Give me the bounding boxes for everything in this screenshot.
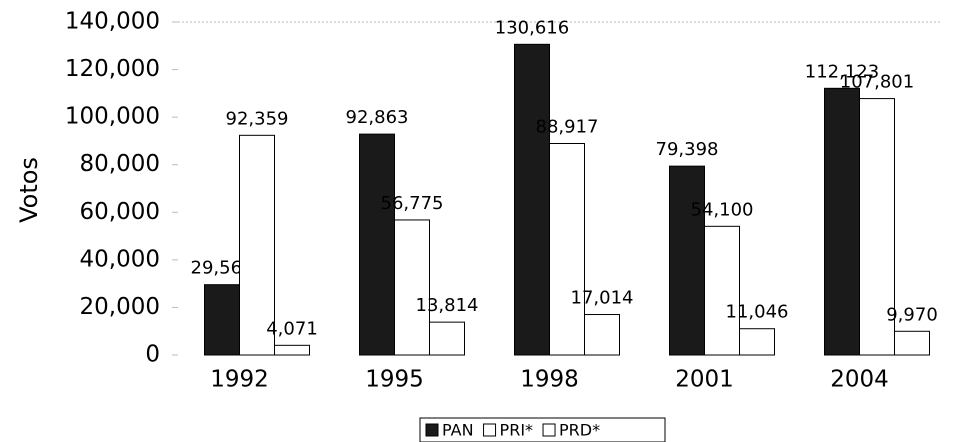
value-label: 56,775 <box>381 193 444 214</box>
bar <box>704 225 740 356</box>
value-label: 92,863 <box>346 107 409 128</box>
bar <box>894 330 930 356</box>
value-label: 92,359 <box>226 108 289 129</box>
y-tick-label: 60,000 <box>80 199 160 225</box>
y-tick-label: 140,000 <box>65 9 160 35</box>
y-tick-label: 120,000 <box>65 56 160 82</box>
x-tick-label: 1992 <box>210 367 269 393</box>
legend-label: PRI* <box>500 421 533 440</box>
x-tick-label: 1995 <box>365 367 424 393</box>
y-axis-label: Votos <box>15 157 43 223</box>
x-tick-label: 2001 <box>675 367 734 393</box>
bar <box>429 321 465 356</box>
legend-label: PRD* <box>559 421 600 440</box>
value-label: 130,616 <box>495 17 569 38</box>
value-label: 88,917 <box>536 117 599 138</box>
value-label: 79,398 <box>656 139 719 160</box>
bar <box>239 134 275 356</box>
legend-label: PAN <box>442 421 474 440</box>
bar <box>549 143 585 356</box>
value-label: 11,046 <box>726 302 789 323</box>
legend-box <box>419 417 666 442</box>
x-tick-label: 2004 <box>830 367 889 393</box>
value-label: 54,100 <box>691 199 754 220</box>
bar <box>394 219 430 356</box>
y-tick-label: 40,000 <box>80 246 160 272</box>
x-tick-label: 1998 <box>520 367 579 393</box>
value-label: 29,563 <box>191 258 254 279</box>
y-tick-label: 20,000 <box>80 294 160 320</box>
y-tick-label: 100,000 <box>65 104 160 130</box>
bar <box>359 133 395 356</box>
value-label: 107,801 <box>840 72 914 93</box>
value-label: 9,970 <box>886 304 938 325</box>
bar <box>204 284 240 356</box>
legend-swatch <box>542 423 556 437</box>
value-label: 13,814 <box>416 295 479 316</box>
bar <box>584 314 620 356</box>
value-label: 17,014 <box>571 288 634 309</box>
bar <box>669 165 705 356</box>
bar <box>514 43 550 356</box>
y-tick-label: 80,000 <box>80 151 160 177</box>
bar <box>824 87 860 356</box>
bar <box>274 344 310 356</box>
bar <box>739 328 775 356</box>
legend-swatch <box>425 423 439 437</box>
legend-swatch <box>483 423 497 437</box>
bar <box>859 98 895 356</box>
value-label: 4,071 <box>266 318 318 339</box>
y-tick-label: 0 <box>145 342 160 368</box>
value-label: 112,123 <box>805 61 879 82</box>
